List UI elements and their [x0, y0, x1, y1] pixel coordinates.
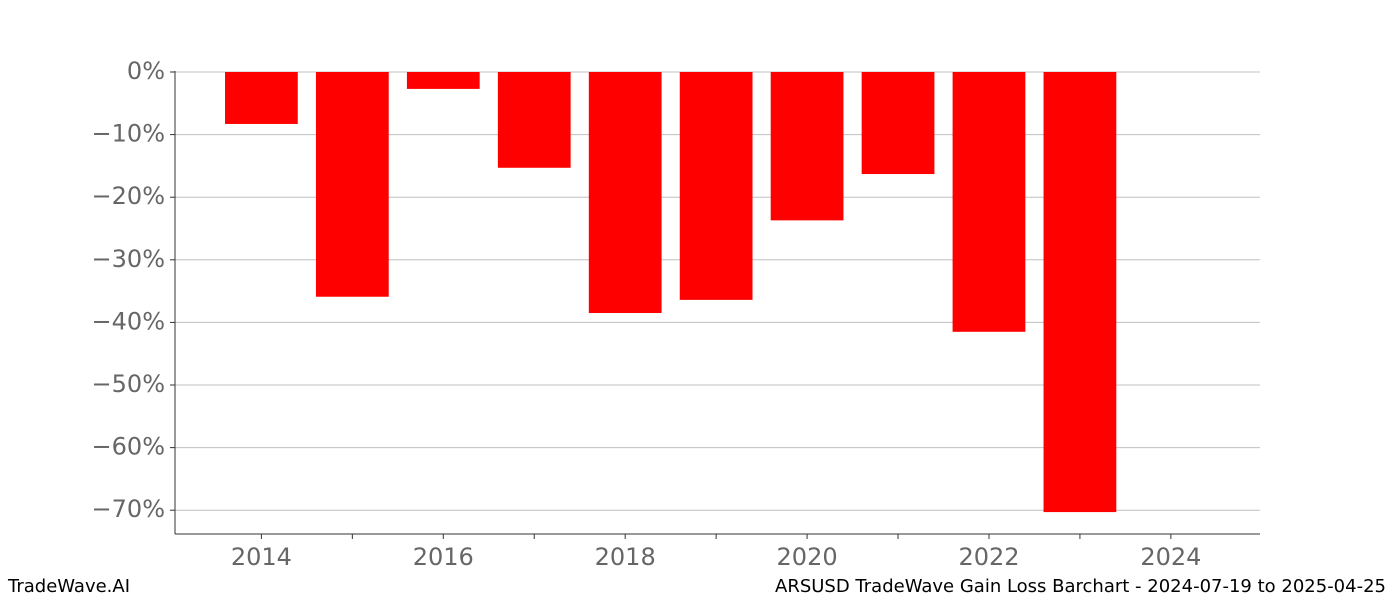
x-tick-label: 2016: [413, 543, 474, 571]
x-tick-label: 2024: [1140, 543, 1201, 571]
bar: [861, 72, 935, 175]
y-tick-label: −10%: [92, 120, 165, 148]
x-tick-label: 2022: [958, 543, 1019, 571]
bar: [315, 72, 389, 297]
bar: [588, 72, 662, 314]
bar: [1043, 72, 1117, 513]
y-tick-label: −70%: [92, 495, 165, 523]
bar: [225, 72, 298, 124]
footer-left: TradeWave.AI: [7, 576, 130, 597]
x-tick-label: 2020: [777, 543, 838, 571]
footer-right: ARSUSD TradeWave Gain Loss Barchart - 20…: [775, 576, 1386, 597]
y-tick-label: −40%: [92, 307, 165, 335]
y-tick-label: −20%: [92, 182, 165, 210]
bar: [406, 72, 480, 89]
y-tick-label: −60%: [92, 433, 165, 461]
bar: [770, 72, 844, 221]
x-tick-label: 2018: [595, 543, 656, 571]
y-tick-label: −50%: [92, 370, 165, 398]
y-tick-label: 0%: [127, 57, 165, 85]
y-tick-label: −30%: [92, 245, 165, 273]
bar: [952, 72, 1026, 332]
bar: [497, 72, 571, 168]
bar: [679, 72, 753, 300]
x-tick-label: 2014: [231, 543, 292, 571]
